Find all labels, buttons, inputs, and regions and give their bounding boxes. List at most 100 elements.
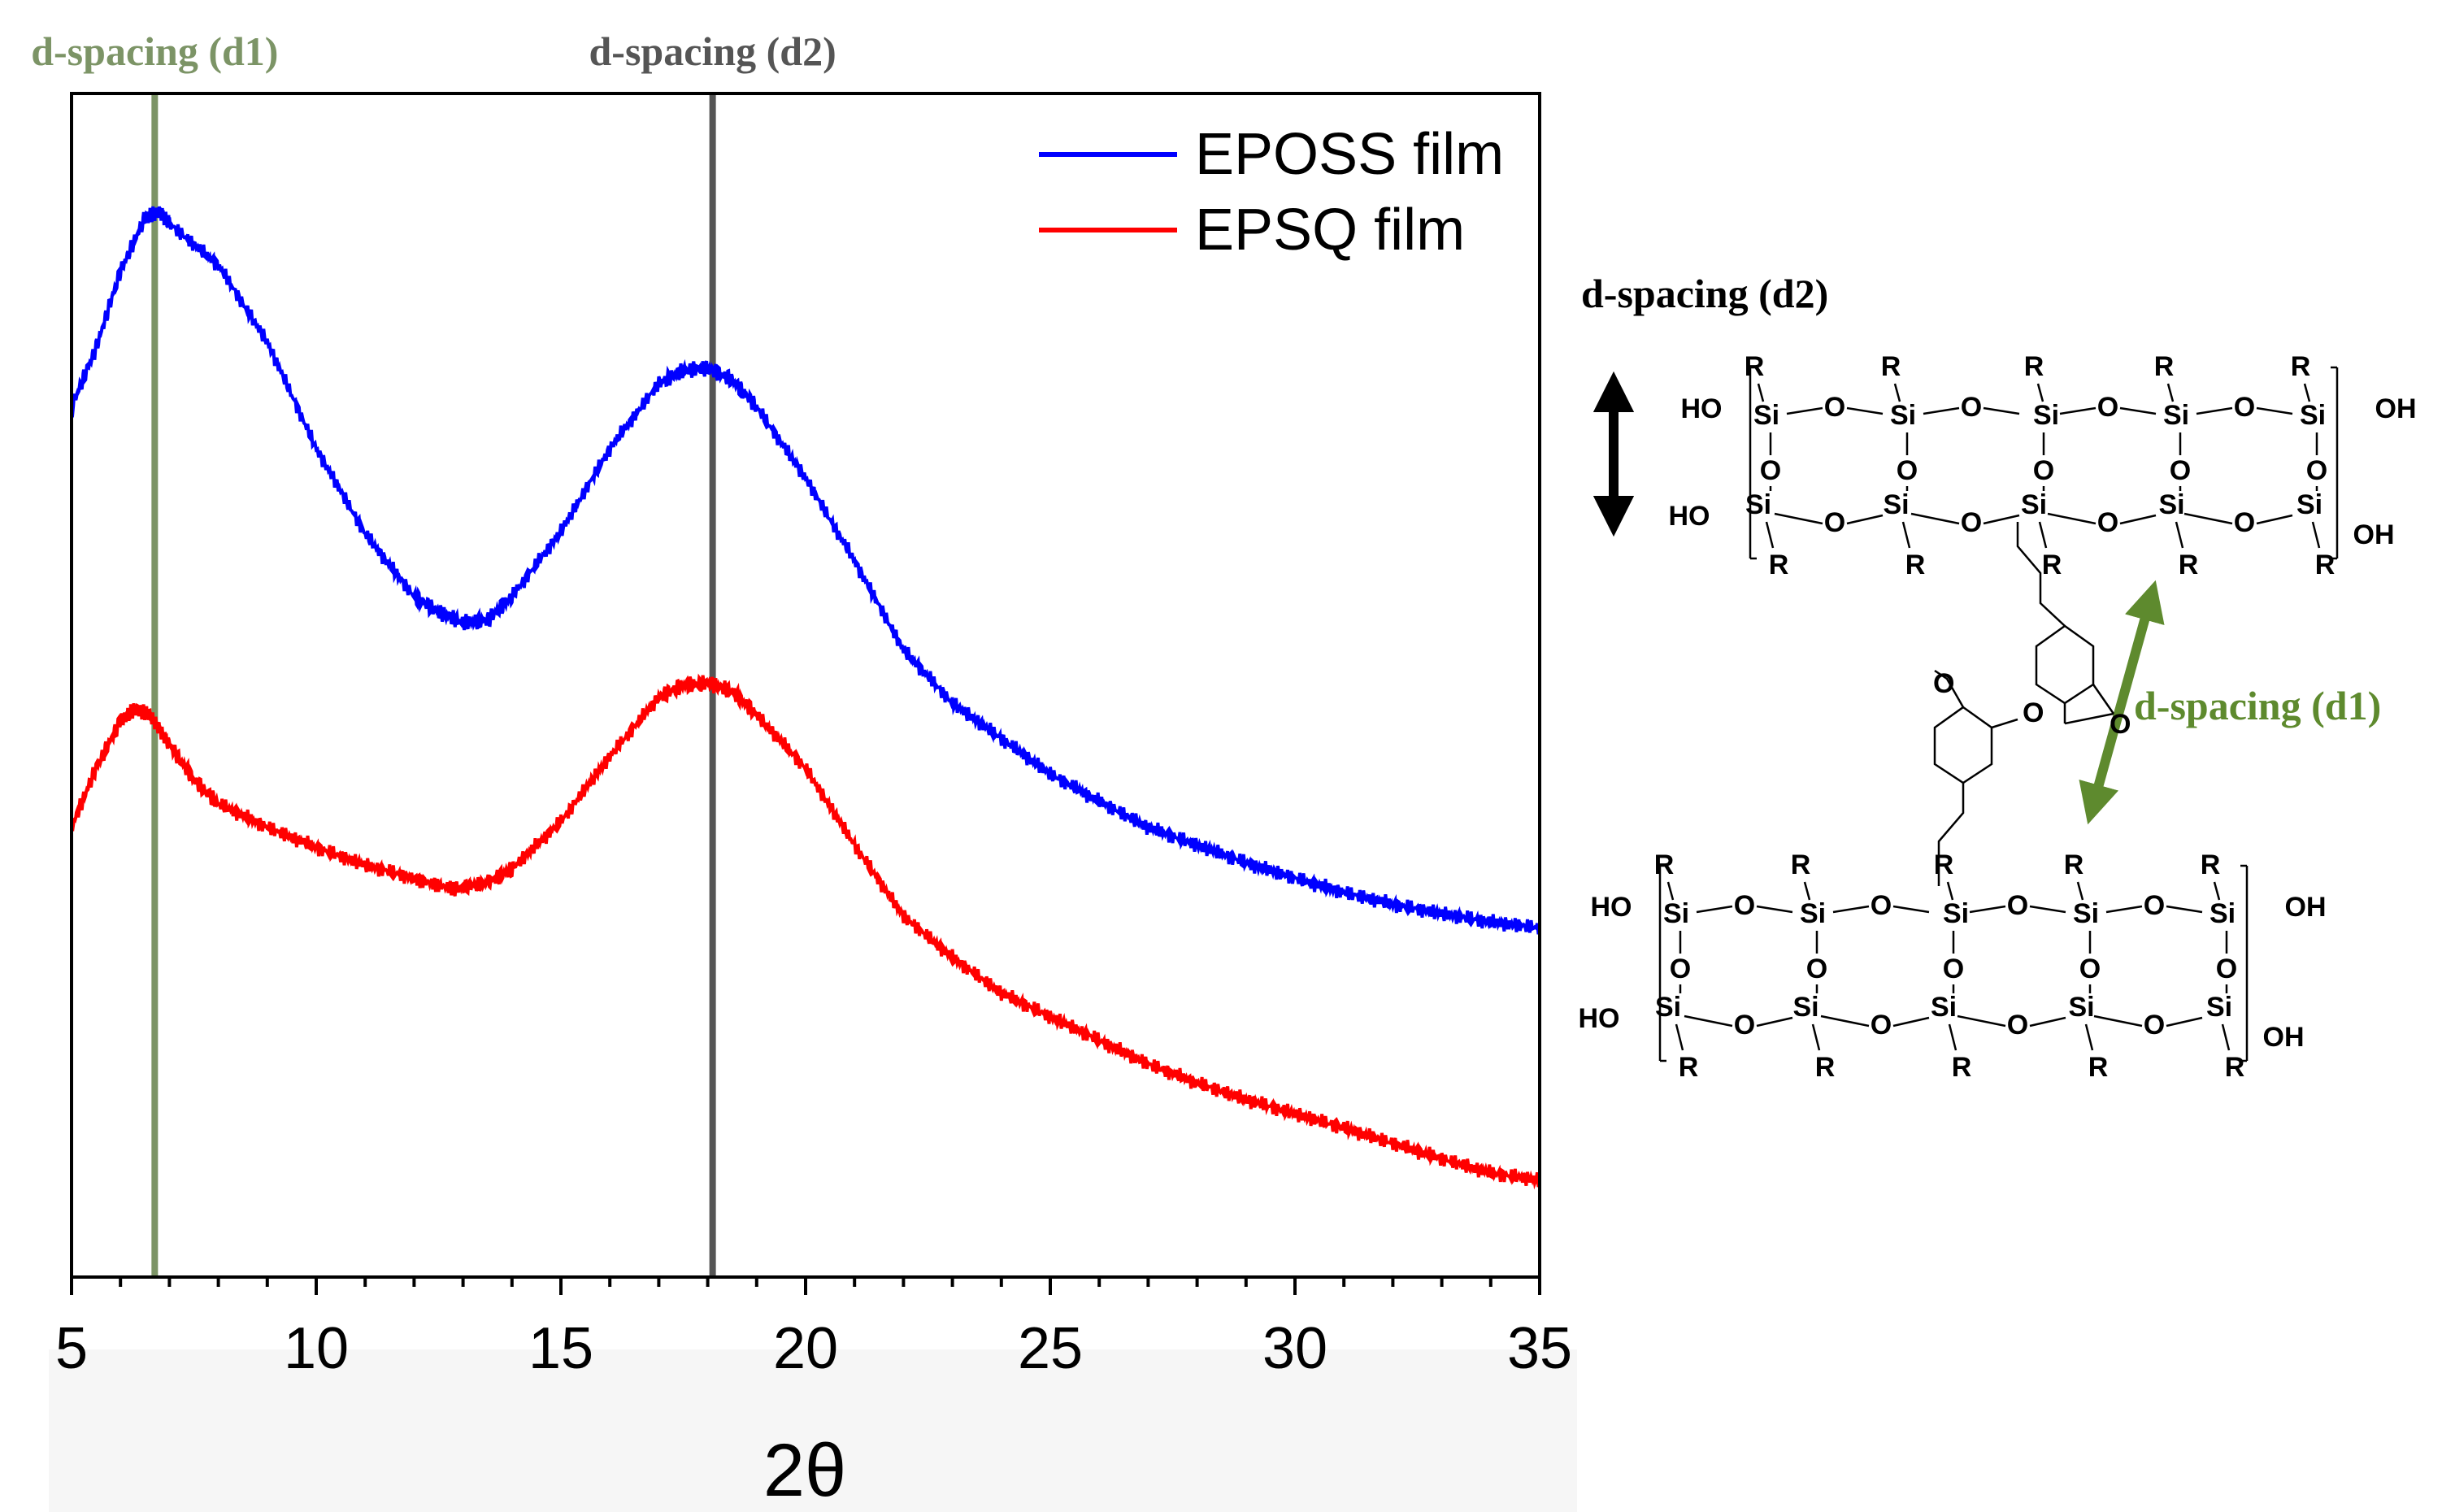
cyclohexyl-ring-upper (2035, 624, 2095, 705)
r-bond-top (1666, 881, 1675, 901)
plot-bottom-panel (49, 1349, 1577, 1512)
silicon-atom-top: Si (2073, 898, 2099, 929)
horizontal-bond (2166, 905, 2203, 914)
horizontal-bond (1696, 905, 1733, 914)
r-bond-bottom (1675, 1023, 1684, 1051)
epoxy-cyclohexyl-linker (1933, 522, 2115, 886)
substituent-r-bottom: R (1679, 1052, 1699, 1083)
horizontal-bond (1756, 1016, 1793, 1028)
horizontal-bond (1923, 406, 1960, 415)
oxygen-bridge-top: O (1824, 392, 1845, 423)
substituent-r-top: R (2064, 849, 2084, 880)
horizontal-bond (2105, 905, 2143, 914)
legend-label-2: EPSQ film (1195, 198, 1465, 263)
horizontal-bond (2029, 1016, 2066, 1028)
d1-spacing-label: d-spacing (d1) (2134, 683, 2381, 728)
oxygen-bridge-top: O (2234, 392, 2255, 423)
hydroxyl-label: HO (1591, 892, 1632, 923)
horizontal-bond (1832, 905, 1870, 914)
x-tick-label: 10 (284, 1316, 349, 1381)
hydroxyl-label: OH (2285, 892, 2327, 923)
oxygen-bridge-bottom: O (2144, 1010, 2165, 1041)
reference-line-label-2: d-spacing (d2) (589, 28, 836, 74)
r-bond-top (2213, 881, 2221, 901)
horizontal-bond (1969, 905, 2006, 914)
substituent-r-bottom: R (2042, 550, 2062, 580)
r-bond-bottom (1765, 521, 1775, 549)
linker-chain-upper (2016, 522, 2066, 627)
r-bond-bottom (2084, 1023, 2094, 1051)
x-tick-label: 15 (528, 1316, 593, 1381)
r-bond-bottom (1811, 1023, 1821, 1051)
x-tick-label: 35 (1507, 1316, 1572, 1381)
oxygen-bridge-bottom: O (2097, 507, 2118, 538)
silicon-atom-bottom: Si (1745, 489, 1771, 520)
r-bond-top (1893, 383, 1901, 402)
substituent-r-bottom: R (2315, 550, 2336, 580)
oxygen-bridge-bottom: O (2234, 507, 2255, 538)
oxygen-bridge-vertical: O (2216, 954, 2237, 984)
oxygen-bridge-bottom: O (1871, 1010, 1892, 1041)
r-bond-top (1803, 881, 1811, 901)
oxygen-bridge-vertical: O (2033, 455, 2054, 486)
substituent-r-top: R (2024, 351, 2044, 382)
oxygen-bridge-vertical: O (1943, 954, 1964, 984)
hydroxyl-label: OH (2353, 519, 2395, 550)
oxygen-bridge-vertical: O (1806, 954, 1827, 984)
silicon-atom-bottom: Si (1792, 992, 1818, 1023)
oxygen-bridge-bottom: O (1734, 1010, 1755, 1041)
linker-o-2: O (2023, 697, 2044, 728)
substituent-r-bottom: R (2179, 550, 2199, 580)
substituent-r-top: R (1881, 351, 1901, 382)
reference-line-label-1: d-spacing (d1) (31, 28, 278, 74)
legend-label-1: EPOSS film (1195, 122, 1504, 187)
horizontal-bond (1774, 512, 1823, 525)
horizontal-bond (1846, 406, 1884, 415)
horizontal-bond (1756, 905, 1793, 914)
hydroxyl-label: OH (2263, 1022, 2305, 1053)
r-bond-bottom (2038, 521, 2048, 549)
x-tick-label: 20 (773, 1316, 838, 1381)
oxygen-bridge-vertical: O (2170, 455, 2191, 486)
r-bond-bottom (2175, 521, 2184, 549)
x-tick-label: 30 (1262, 1316, 1327, 1381)
upper-ladder: HOHOOHOHSiSiRROOOSiSiRROOOSiSiRROOOSiSiR… (1669, 351, 2417, 580)
d2-spacing-label: d-spacing (d2) (1581, 271, 1828, 316)
silicon-atom-top: Si (2300, 400, 2326, 431)
oxygen-bridge-bottom: O (2007, 1010, 2028, 1041)
r-bond-bottom (1948, 1023, 1957, 1051)
oxygen-bridge-top: O (2144, 890, 2165, 921)
horizontal-bond (2256, 406, 2293, 415)
cyclohexyl-ring-lower (1933, 706, 1993, 784)
horizontal-bond (2256, 514, 2293, 525)
silicon-atom-bottom: Si (2158, 489, 2184, 520)
r-bond-top (2303, 383, 2311, 402)
substituent-r-bottom: R (1952, 1052, 1972, 1083)
substituent-r-top: R (2291, 351, 2311, 382)
horizontal-bond (1892, 1016, 1930, 1028)
horizontal-bond (2093, 1015, 2143, 1028)
horizontal-bond (2183, 512, 2233, 525)
substituent-r-bottom: R (1769, 550, 1789, 580)
oxygen-bridge-top: O (1734, 890, 1755, 921)
silicon-atom-top: Si (1753, 400, 1779, 431)
silicon-atom-bottom: Si (1655, 992, 1681, 1023)
x-tick-label: 25 (1018, 1316, 1083, 1381)
horizontal-bond (2059, 406, 2097, 415)
x-axis: 5 10 15 20 25 30 35 (55, 1277, 1572, 1381)
oxygen-bridge-vertical: O (1897, 455, 1918, 486)
d1-arrow (2079, 580, 2165, 825)
substituent-r-top: R (2201, 849, 2221, 880)
oxygen-bridge-bottom: O (1961, 507, 1982, 538)
horizontal-bond (1786, 406, 1823, 415)
silicon-atom-top: Si (1890, 400, 1916, 431)
horizontal-bond (2119, 514, 2157, 525)
epoxide-upper (2063, 684, 2115, 725)
substituent-r-top: R (1745, 351, 1765, 382)
horizontal-bond (1910, 512, 1960, 525)
lower-ladder: HO HO OH OH Si Si R R O O O Si Si R R O O O Si Si R R O O O Si Si R… (1579, 849, 2327, 1083)
hydroxyl-label: HO (1681, 393, 1723, 424)
hydroxyl-label: HO (1579, 1003, 1620, 1034)
substituent-r-bottom: R (2088, 1052, 2109, 1083)
